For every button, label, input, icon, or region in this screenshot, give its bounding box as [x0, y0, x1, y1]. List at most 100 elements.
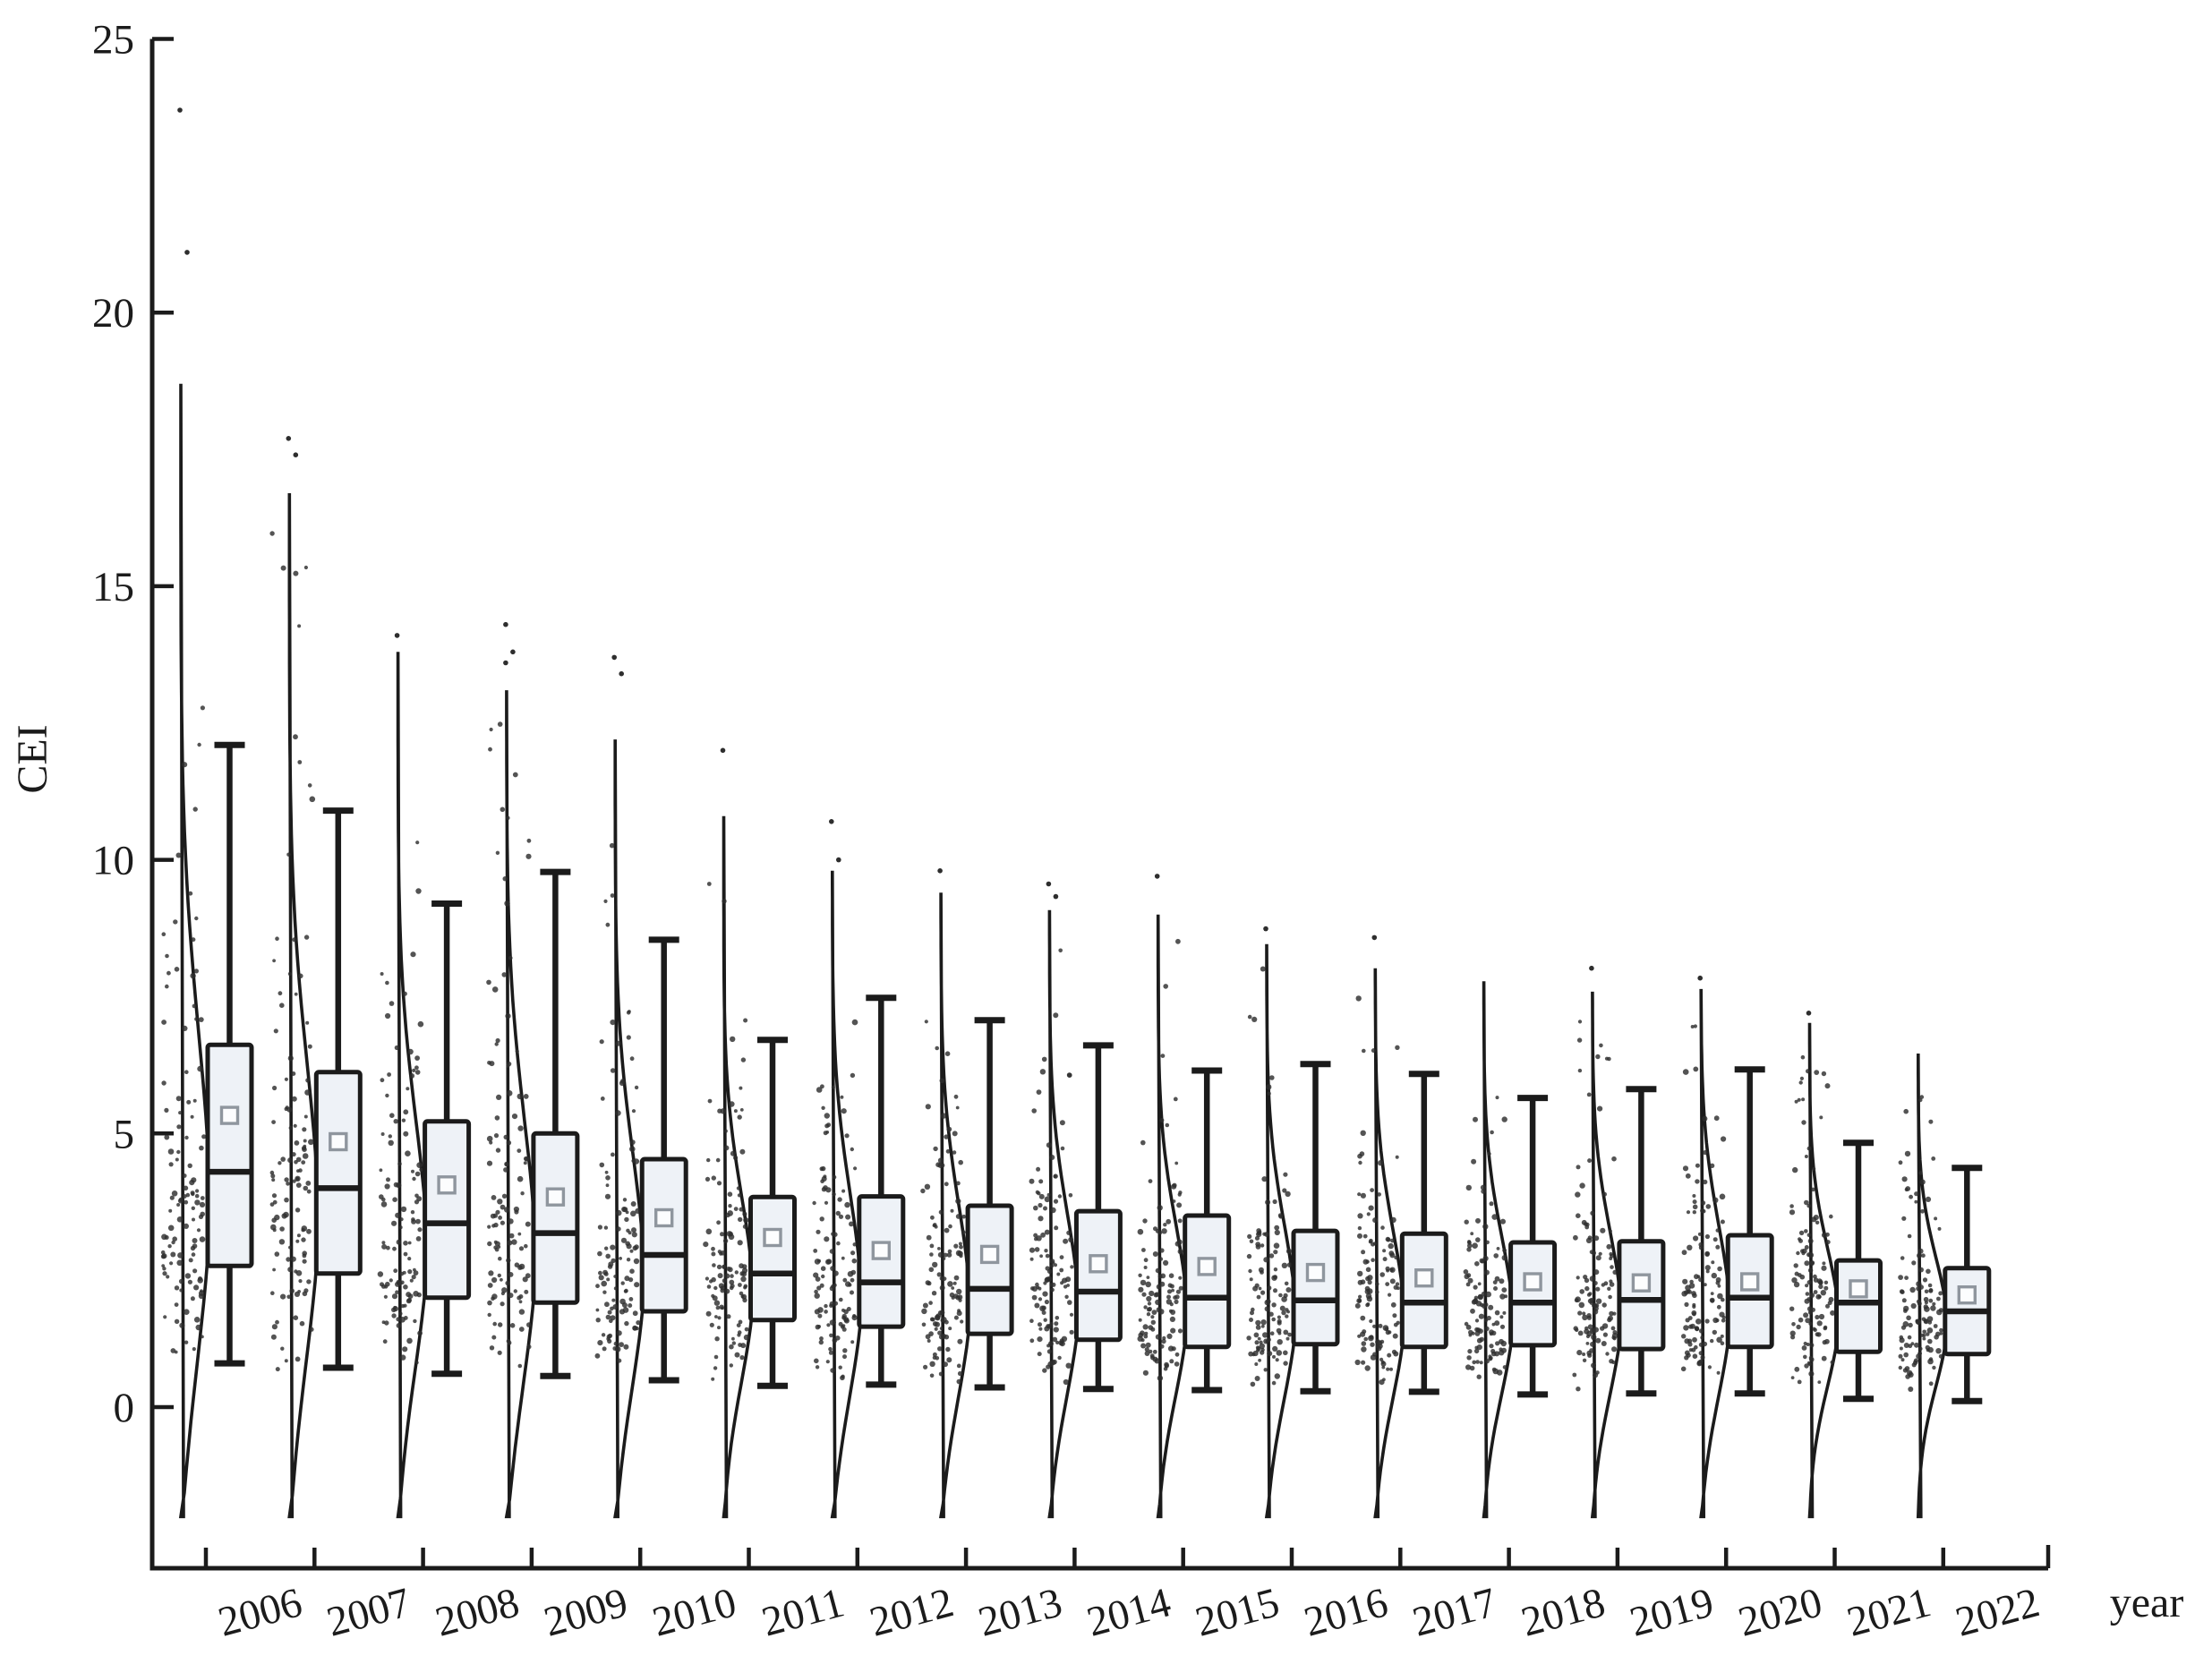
scatter-dot: [1487, 1151, 1491, 1156]
scatter-dot: [1827, 1301, 1832, 1306]
scatter-dot: [1381, 1365, 1386, 1370]
scatter-dot: [1495, 1096, 1499, 1100]
scatter-dot: [1037, 1191, 1041, 1196]
scatter-dot: [1593, 1235, 1600, 1242]
scatter-dot: [960, 1319, 964, 1324]
scatter-dot: [740, 1276, 747, 1283]
scatter-dot: [1159, 1281, 1166, 1287]
scatter-dot: [175, 1157, 179, 1162]
scatter-dot: [518, 1294, 524, 1299]
scatter-dot: [1250, 1310, 1254, 1316]
scatter-dot: [1147, 1301, 1152, 1306]
scatter-dot: [824, 1236, 830, 1242]
scatter-dot: [1368, 1240, 1372, 1244]
violin-outline-2014: [1047, 909, 1081, 1519]
scatter-dot: [841, 1189, 846, 1193]
scatter-dot: [1806, 1069, 1810, 1074]
scatter-dot: [1494, 1320, 1500, 1327]
scatter-dot: [1815, 1314, 1820, 1320]
scatter-dot: [934, 1327, 938, 1331]
scatter-dot: [953, 1243, 959, 1249]
scatter-dot: [1494, 1310, 1500, 1316]
scatter-dot: [1804, 1155, 1808, 1158]
scatter-dot: [1146, 1295, 1152, 1302]
scatter-dot: [1712, 1329, 1718, 1335]
scatter-dot: [1155, 1299, 1161, 1305]
scatter-dot: [403, 1251, 408, 1257]
scatter-dot: [197, 1065, 203, 1072]
scatter-dot: [494, 1042, 499, 1046]
scatter-dot: [200, 1196, 205, 1200]
scatter-dot: [816, 1285, 822, 1291]
scatter-dot: [385, 1281, 390, 1287]
scatter-dot: [278, 1239, 286, 1245]
scatter-dot: [826, 1323, 831, 1327]
scatter-dot: [607, 1310, 612, 1315]
scatter-dot: [841, 1327, 847, 1332]
scatter-dot: [1703, 1149, 1708, 1156]
scatter-dot: [1682, 1069, 1689, 1075]
scatter-dot: [382, 1339, 388, 1344]
scatter-dot: [403, 1109, 409, 1115]
scatter-dot: [1264, 1306, 1270, 1312]
scatter-dot: [832, 1337, 838, 1344]
scatter-dot: [1922, 1336, 1926, 1341]
scatter-dot: [292, 1179, 296, 1183]
scatter-dot: [1823, 1326, 1828, 1331]
scatter-dot: [731, 1336, 735, 1341]
scatter-dot: [626, 1035, 631, 1040]
scatter-dot: [716, 1181, 722, 1186]
scatter-dot: [742, 1224, 747, 1229]
scatter-dot: [302, 1291, 308, 1297]
scatter-dot: [620, 1281, 625, 1285]
scatter-dot: [1356, 1298, 1362, 1304]
scatter-dot: [504, 1162, 509, 1167]
x-tick-label: 2007: [322, 1579, 415, 1646]
scatter-dot: [1272, 1199, 1277, 1205]
scatter-dot: [1938, 1291, 1943, 1296]
scatter-dot: [1377, 1192, 1381, 1197]
scatter-dot: [415, 841, 420, 845]
scatter-dot: [1140, 1139, 1146, 1146]
scatter-dot: [1063, 1284, 1068, 1289]
scatter-dot: [617, 1358, 622, 1363]
scatter-dot: [295, 1182, 302, 1188]
scatter-dot: [405, 1150, 411, 1156]
scatter-dot: [500, 1220, 506, 1225]
scatter-dot: [1692, 1210, 1697, 1215]
scatter-dot: [1036, 1235, 1042, 1242]
scatter-dot: [1906, 1315, 1911, 1321]
scatter-dot: [415, 888, 422, 894]
scatter-dot: [1163, 1259, 1169, 1266]
scatter-dot: [1168, 1309, 1173, 1313]
scatter-dot: [1797, 1379, 1802, 1385]
scatter-dot: [1365, 1259, 1370, 1264]
scatter-dot: [523, 1161, 527, 1165]
scatter-dot: [303, 1114, 308, 1119]
scatter-dot: [1585, 1237, 1593, 1244]
scatter-dot: [272, 1228, 277, 1233]
scatter-dot: [1807, 1238, 1814, 1244]
scatter-dot: [1695, 1179, 1700, 1184]
scatter-dot: [1589, 1276, 1596, 1282]
scatter-dot: [1909, 1194, 1914, 1199]
scatter-dot: [1034, 1247, 1040, 1252]
scatter-dot: [727, 1210, 733, 1216]
scatter-dot: [1903, 1343, 1909, 1348]
scatter-dot: [850, 1269, 857, 1276]
scatter-dot: [817, 1307, 824, 1313]
scatter-dot: [193, 1317, 201, 1323]
scatter-dot: [935, 1356, 940, 1361]
scatter-dot: [635, 1207, 641, 1214]
mean-marker: [1305, 1262, 1326, 1283]
scatter-dot: [726, 1267, 731, 1271]
scatter-dot: [1387, 1353, 1392, 1358]
scatter-dot: [1926, 1332, 1930, 1336]
scatter-dot: [1499, 1278, 1505, 1284]
scatter-dot: [176, 1259, 183, 1267]
scatter-dot: [1481, 1189, 1486, 1194]
scatter-dot: [1038, 1322, 1042, 1327]
scatter-dot: [406, 1297, 412, 1303]
scatter-dot: [518, 1246, 525, 1251]
scatter-dot: [1582, 1311, 1586, 1316]
